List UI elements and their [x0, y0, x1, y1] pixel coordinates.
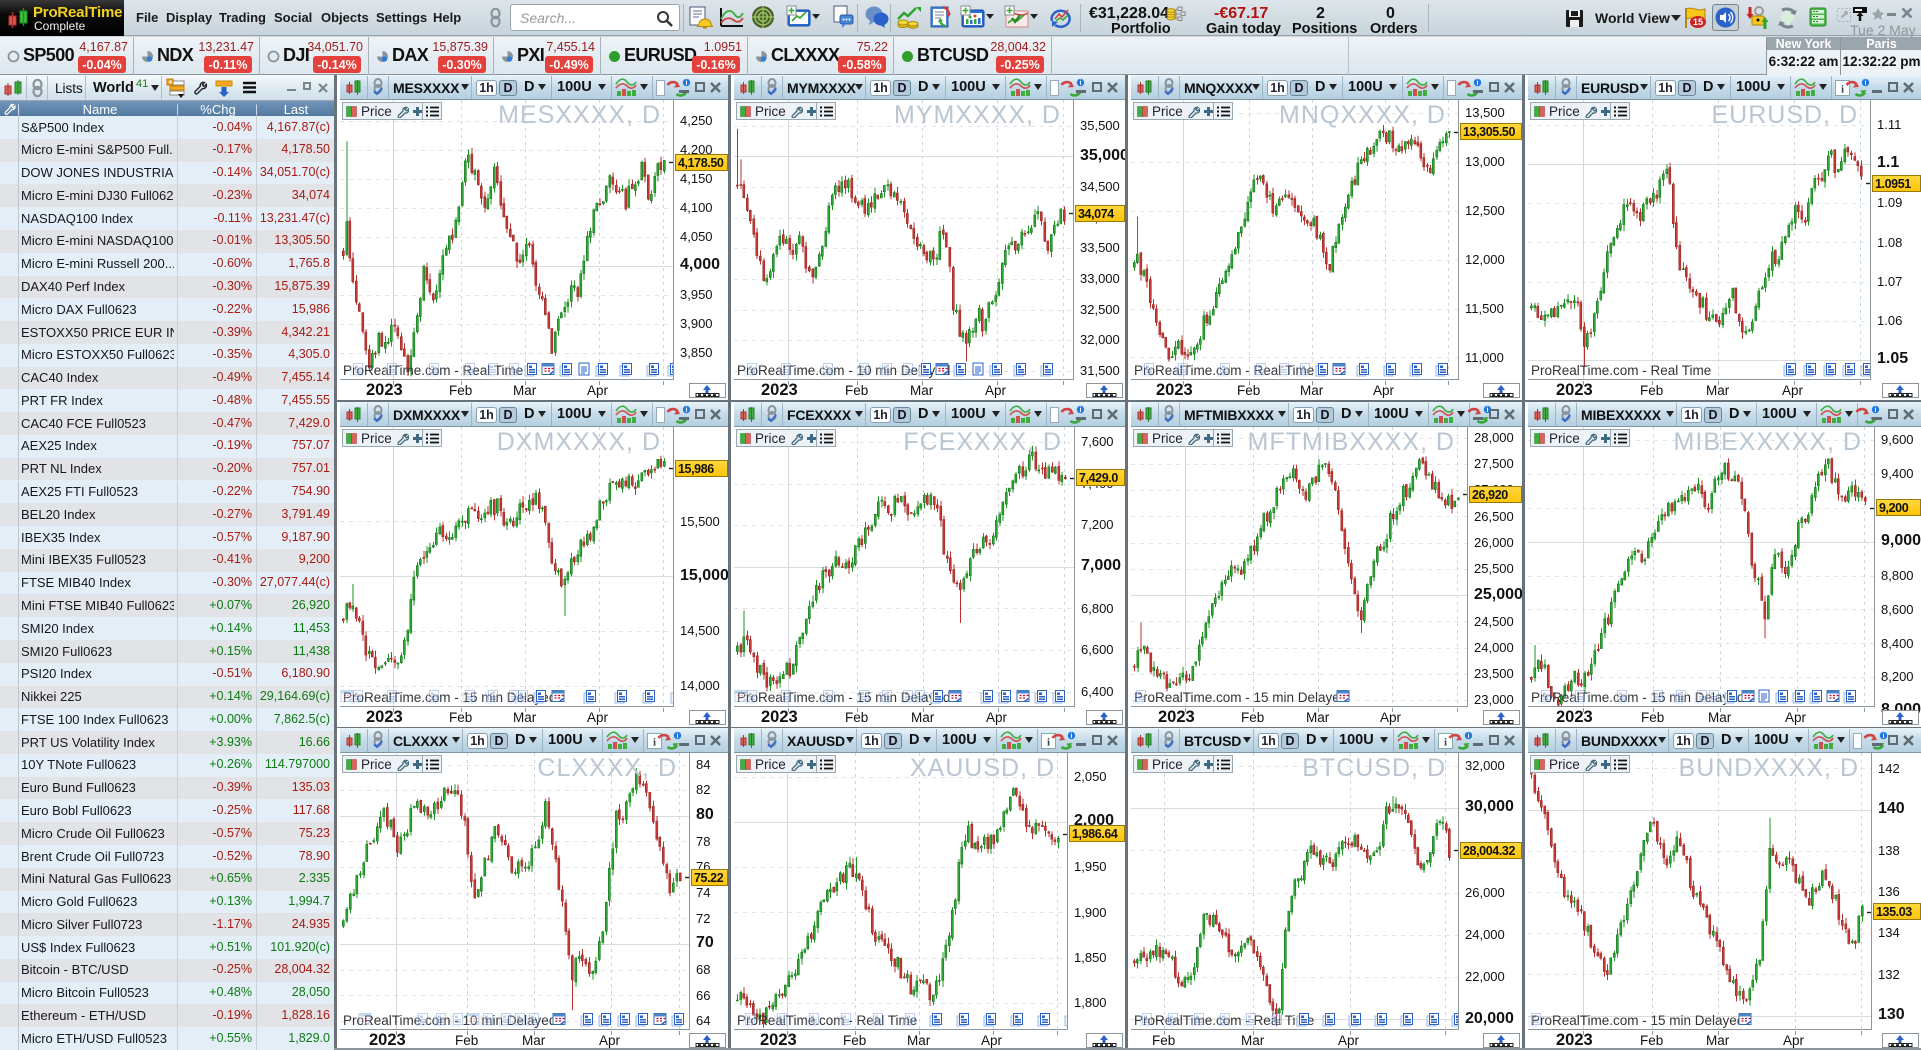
svg-text:i: i [1047, 737, 1050, 749]
svg-text:i: i [1883, 733, 1885, 740]
svg-text:i: i [1875, 407, 1877, 414]
svg-text:i: i [677, 733, 679, 740]
svg-text:i: i [653, 737, 656, 749]
svg-text:i: i [1080, 80, 1082, 87]
svg-text:i: i [1841, 84, 1844, 96]
svg-text:i: i [1080, 407, 1082, 414]
svg-text:i: i [1487, 407, 1489, 414]
svg-text:i: i [1071, 733, 1073, 740]
svg-text:i: i [1477, 80, 1479, 87]
svg-text:i: i [1468, 733, 1470, 740]
svg-text:15: 15 [1693, 17, 1703, 27]
svg-text:i: i [1865, 80, 1867, 87]
svg-text:i: i [686, 80, 688, 87]
svg-text:i: i [1444, 737, 1447, 749]
svg-text:i: i [686, 407, 688, 414]
